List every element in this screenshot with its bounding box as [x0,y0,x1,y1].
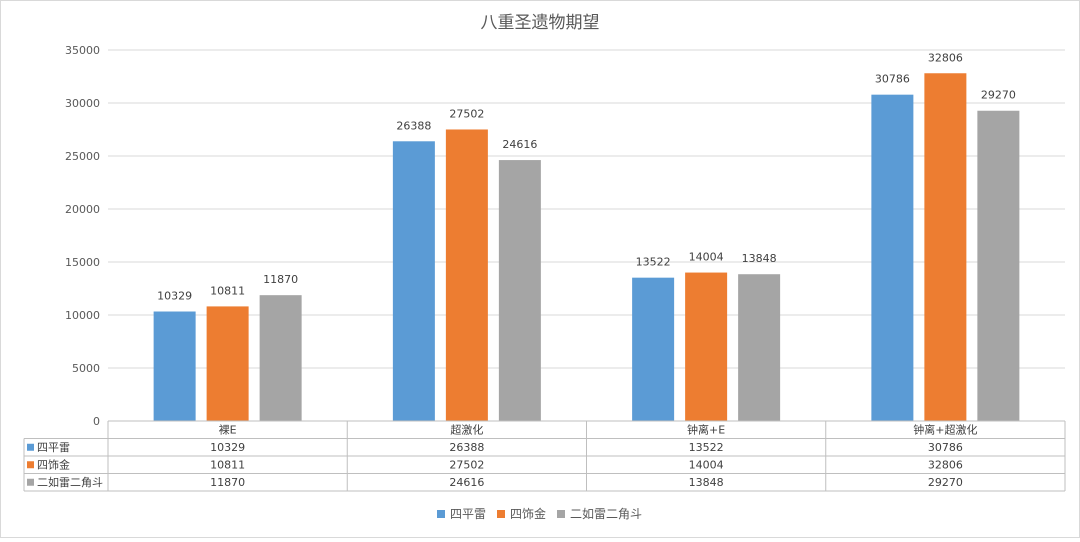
y-tick-label: 5000 [72,362,100,375]
category-label: 钟离+E [687,423,725,437]
legend-label: 四平雷 [450,507,486,521]
bar-value-label: 13848 [742,252,777,265]
bar [206,306,249,421]
bar-value-label: 10811 [210,284,245,297]
chart-title: 八重圣遗物期望 [481,13,600,33]
table-cell: 13848 [689,476,724,489]
bar [685,272,728,421]
y-tick-label: 0 [93,415,100,428]
table-series-name: 四饰金 [37,458,70,472]
legend-key [497,510,505,518]
bar-value-label: 24616 [502,138,537,151]
bar [632,277,675,421]
bar [392,141,435,421]
legend-label: 二如雷二角斗 [570,506,642,521]
data-labels: 10329 10811 11870 26388 27502 24616 13522 14004… [157,51,1016,302]
bar [738,274,781,421]
table-cell: 14004 [689,459,724,472]
bar [445,129,488,421]
legend-label: 四饰金 [510,506,546,521]
table-cell: 27502 [449,459,484,472]
table-series-name: 二如雷二角斗 [37,475,103,489]
y-tick-label: 30000 [65,97,100,110]
bars [153,73,1020,422]
bar-value-label: 11870 [263,273,298,286]
category-label: 超激化 [450,423,483,437]
bar [153,311,196,421]
table-cell: 26388 [449,441,484,454]
legend-key [437,510,445,518]
table-cell: 32806 [928,459,963,472]
category-label: 钟离+超激化 [913,423,977,437]
table-cell: 10329 [210,441,245,454]
table-cell: 24616 [449,476,484,489]
y-axis-ticks: 0 5000 10000 15000 20000 25000 30000 35000 [65,44,100,428]
bar-value-label: 29270 [981,89,1016,102]
bar [259,295,302,421]
table-series-name: 四平雷 [37,441,70,454]
table-cell: 30786 [928,441,963,454]
bar-value-label: 13522 [636,256,671,269]
bar-value-label: 10329 [157,290,192,303]
bar [977,110,1020,421]
y-tick-label: 20000 [65,203,100,216]
table-cell: 10811 [210,459,245,472]
bar [498,160,541,421]
bar [871,94,914,422]
table-cell: 11870 [210,476,245,489]
bar-value-label: 26388 [396,119,431,132]
table-legend-key [27,461,34,469]
y-tick-label: 15000 [65,256,100,269]
bar-value-label: 30786 [875,73,910,86]
bar [924,73,967,421]
table-cell: 29270 [928,476,963,489]
bar-value-label: 14004 [689,251,724,264]
y-tick-label: 25000 [65,150,100,163]
y-tick-label: 10000 [65,309,100,322]
legend-key [557,510,565,518]
legend: 四平雷 四饰金 二如雷二角斗 [437,506,642,521]
table-legend-key [27,443,34,451]
bar-value-label: 27502 [449,107,484,120]
category-label: 裸E [219,423,237,437]
y-tick-label: 35000 [65,44,100,57]
table-legend-key [27,478,34,486]
table-cell: 13522 [689,441,724,454]
bar-value-label: 32806 [928,51,963,64]
